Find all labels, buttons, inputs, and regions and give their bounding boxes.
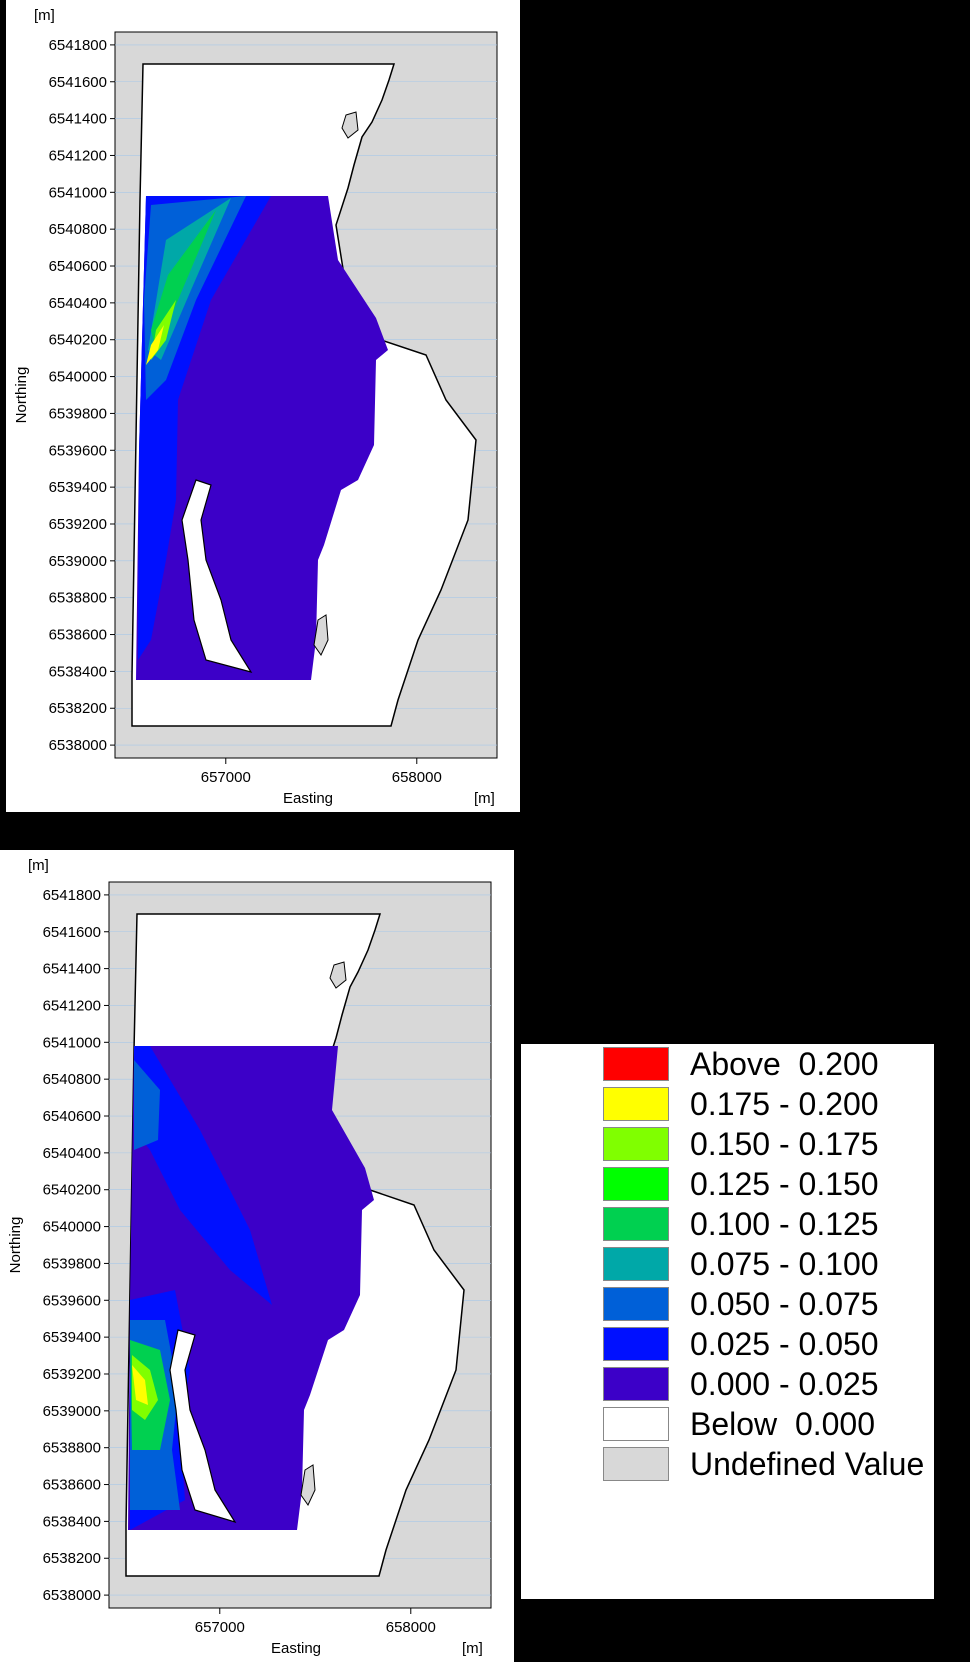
legend-label: 0.125 - 0.150 bbox=[690, 1166, 879, 1202]
contour-0.175-0.200 bbox=[146, 325, 164, 365]
legend-swatch bbox=[603, 1447, 669, 1481]
y-tick-label: 6539000 bbox=[43, 1403, 101, 1420]
island-small bbox=[313, 614, 329, 656]
y-tick-label: 6540800 bbox=[49, 221, 107, 238]
y-tick-label: 6539800 bbox=[43, 1255, 101, 1272]
legend-label: 0.000 - 0.025 bbox=[690, 1366, 879, 1402]
legend-label: Undefined Value bbox=[690, 1446, 925, 1482]
legend-label: 0.175 - 0.200 bbox=[690, 1086, 879, 1122]
contour-0.050-0.075 bbox=[134, 1060, 160, 1150]
x-tick-label: 657000 bbox=[195, 1619, 245, 1636]
y-tick-label: 6540200 bbox=[49, 332, 107, 349]
legend-label: 0.025 - 0.050 bbox=[690, 1326, 879, 1362]
x-tick-labels: 657000 658000 bbox=[201, 758, 442, 786]
legend-label: Below 0.000 bbox=[690, 1406, 876, 1442]
x-tick-labels: 657000 658000 bbox=[195, 1608, 436, 1636]
legend-label: Above 0.200 bbox=[690, 1046, 879, 1082]
y-tick-label: 6541400 bbox=[49, 111, 107, 128]
y-tick-label: 6541800 bbox=[43, 887, 101, 904]
island-north bbox=[341, 111, 359, 139]
y-tick-label: 6538000 bbox=[49, 737, 107, 754]
y-tick-label: 6539600 bbox=[43, 1292, 101, 1309]
x-axis-label: Easting bbox=[283, 790, 333, 807]
y-tick-label: 6538200 bbox=[43, 1550, 101, 1567]
y-tick-label: 6539200 bbox=[49, 516, 107, 533]
legend-swatch bbox=[603, 1207, 669, 1241]
legend-label: 0.075 - 0.100 bbox=[690, 1246, 879, 1282]
y-tick-label: 6538200 bbox=[49, 700, 107, 717]
legend-label: 0.150 - 0.175 bbox=[690, 1126, 879, 1162]
legend-swatch bbox=[603, 1127, 669, 1161]
legend-label: 0.050 - 0.075 bbox=[690, 1286, 879, 1322]
legend-swatch bbox=[603, 1327, 669, 1361]
map-plot-top: [m] 654180065416006541400654120065410006… bbox=[13, 7, 498, 807]
x-tick-label: 657000 bbox=[201, 769, 251, 786]
legend: Above 0.200 0.175 - 0.200 0.150 - 0.175 0.1… bbox=[521, 1044, 934, 1599]
x-tick-label: 658000 bbox=[392, 769, 442, 786]
y-tick-label: 6540800 bbox=[43, 1071, 101, 1088]
y-tick-label: 6540000 bbox=[43, 1219, 101, 1236]
y-tick-label: 6541200 bbox=[43, 997, 101, 1014]
y-tick-label: 6539000 bbox=[49, 553, 107, 570]
y-unit-label: [m] bbox=[34, 7, 55, 24]
y-tick-label: 6539400 bbox=[43, 1329, 101, 1346]
legend-swatch bbox=[603, 1287, 669, 1321]
legend-swatch bbox=[603, 1367, 669, 1401]
y-tick-label: 6539800 bbox=[49, 405, 107, 422]
y-tick-labels: 6541800 6541600 6541400 6541200 6541000 65408… bbox=[49, 37, 115, 754]
island-north bbox=[329, 961, 347, 989]
legend-swatch bbox=[603, 1407, 669, 1441]
y-tick-label: 6538800 bbox=[49, 590, 107, 607]
y-tick-label: 6541800 bbox=[49, 37, 107, 54]
x-unit-label: [m] bbox=[474, 790, 495, 807]
y-tick-label: 6541000 bbox=[43, 1034, 101, 1051]
y-tick-label: 6540600 bbox=[49, 258, 107, 275]
y-tick-label: 6540200 bbox=[43, 1182, 101, 1199]
map-panel-top: [m] 6541800 6541600 6541400 6541200 6541000 6… bbox=[6, 0, 520, 812]
y-tick-label: 6540000 bbox=[49, 369, 107, 386]
x-axis-label: Easting bbox=[271, 1640, 321, 1657]
y-tick-label: 6538600 bbox=[43, 1477, 101, 1494]
map-plot-bottom: [m] 654180065416006541400654120065410006… bbox=[7, 857, 492, 1657]
y-tick-label: 6540600 bbox=[43, 1108, 101, 1125]
x-unit-label: [m] bbox=[462, 1640, 483, 1657]
y-tick-label: 6538800 bbox=[43, 1440, 101, 1457]
y-tick-label: 6541600 bbox=[49, 74, 107, 91]
y-tick-label: 6539200 bbox=[43, 1366, 101, 1383]
legend-swatch bbox=[603, 1167, 669, 1201]
legend-swatch bbox=[603, 1087, 669, 1121]
island-west bbox=[169, 1329, 237, 1524]
y-tick-label: 6539400 bbox=[49, 479, 107, 496]
y-tick-label: 6541200 bbox=[49, 147, 107, 164]
y-tick-label: 6539600 bbox=[49, 442, 107, 459]
y-unit-label: [m] bbox=[28, 857, 49, 874]
y-tick-label: 6541000 bbox=[49, 184, 107, 201]
legend-label: 0.100 - 0.125 bbox=[690, 1206, 879, 1242]
y-tick-label: 6538400 bbox=[49, 663, 107, 680]
y-tick-label: 6541600 bbox=[43, 924, 101, 941]
y-tick-label: 6538000 bbox=[43, 1587, 101, 1604]
y-axis-label: Northing bbox=[13, 367, 30, 424]
y-tick-label: 6538600 bbox=[49, 627, 107, 644]
x-tick-label: 658000 bbox=[386, 1619, 436, 1636]
y-tick-label: 6540400 bbox=[49, 295, 107, 312]
contour-0.175-0.200-south bbox=[132, 1365, 148, 1405]
y-tick-label: 6540400 bbox=[43, 1145, 101, 1162]
y-tick-label: 6538400 bbox=[43, 1513, 101, 1530]
legend-swatch bbox=[603, 1247, 669, 1281]
contour-0.025-0.050 bbox=[134, 1046, 272, 1305]
y-tick-labels: 6541800 6541600 6541400 6541200 6541000 65408… bbox=[43, 887, 109, 1604]
island-west bbox=[181, 479, 253, 673]
island-small bbox=[300, 1464, 316, 1506]
map-panel-bottom: [m] 6541800 6541600 6541400 6541200 6541000 6… bbox=[0, 850, 514, 1662]
y-axis-label: Northing bbox=[7, 1217, 24, 1274]
legend-swatch bbox=[603, 1047, 669, 1081]
y-tick-label: 6541400 bbox=[43, 961, 101, 978]
